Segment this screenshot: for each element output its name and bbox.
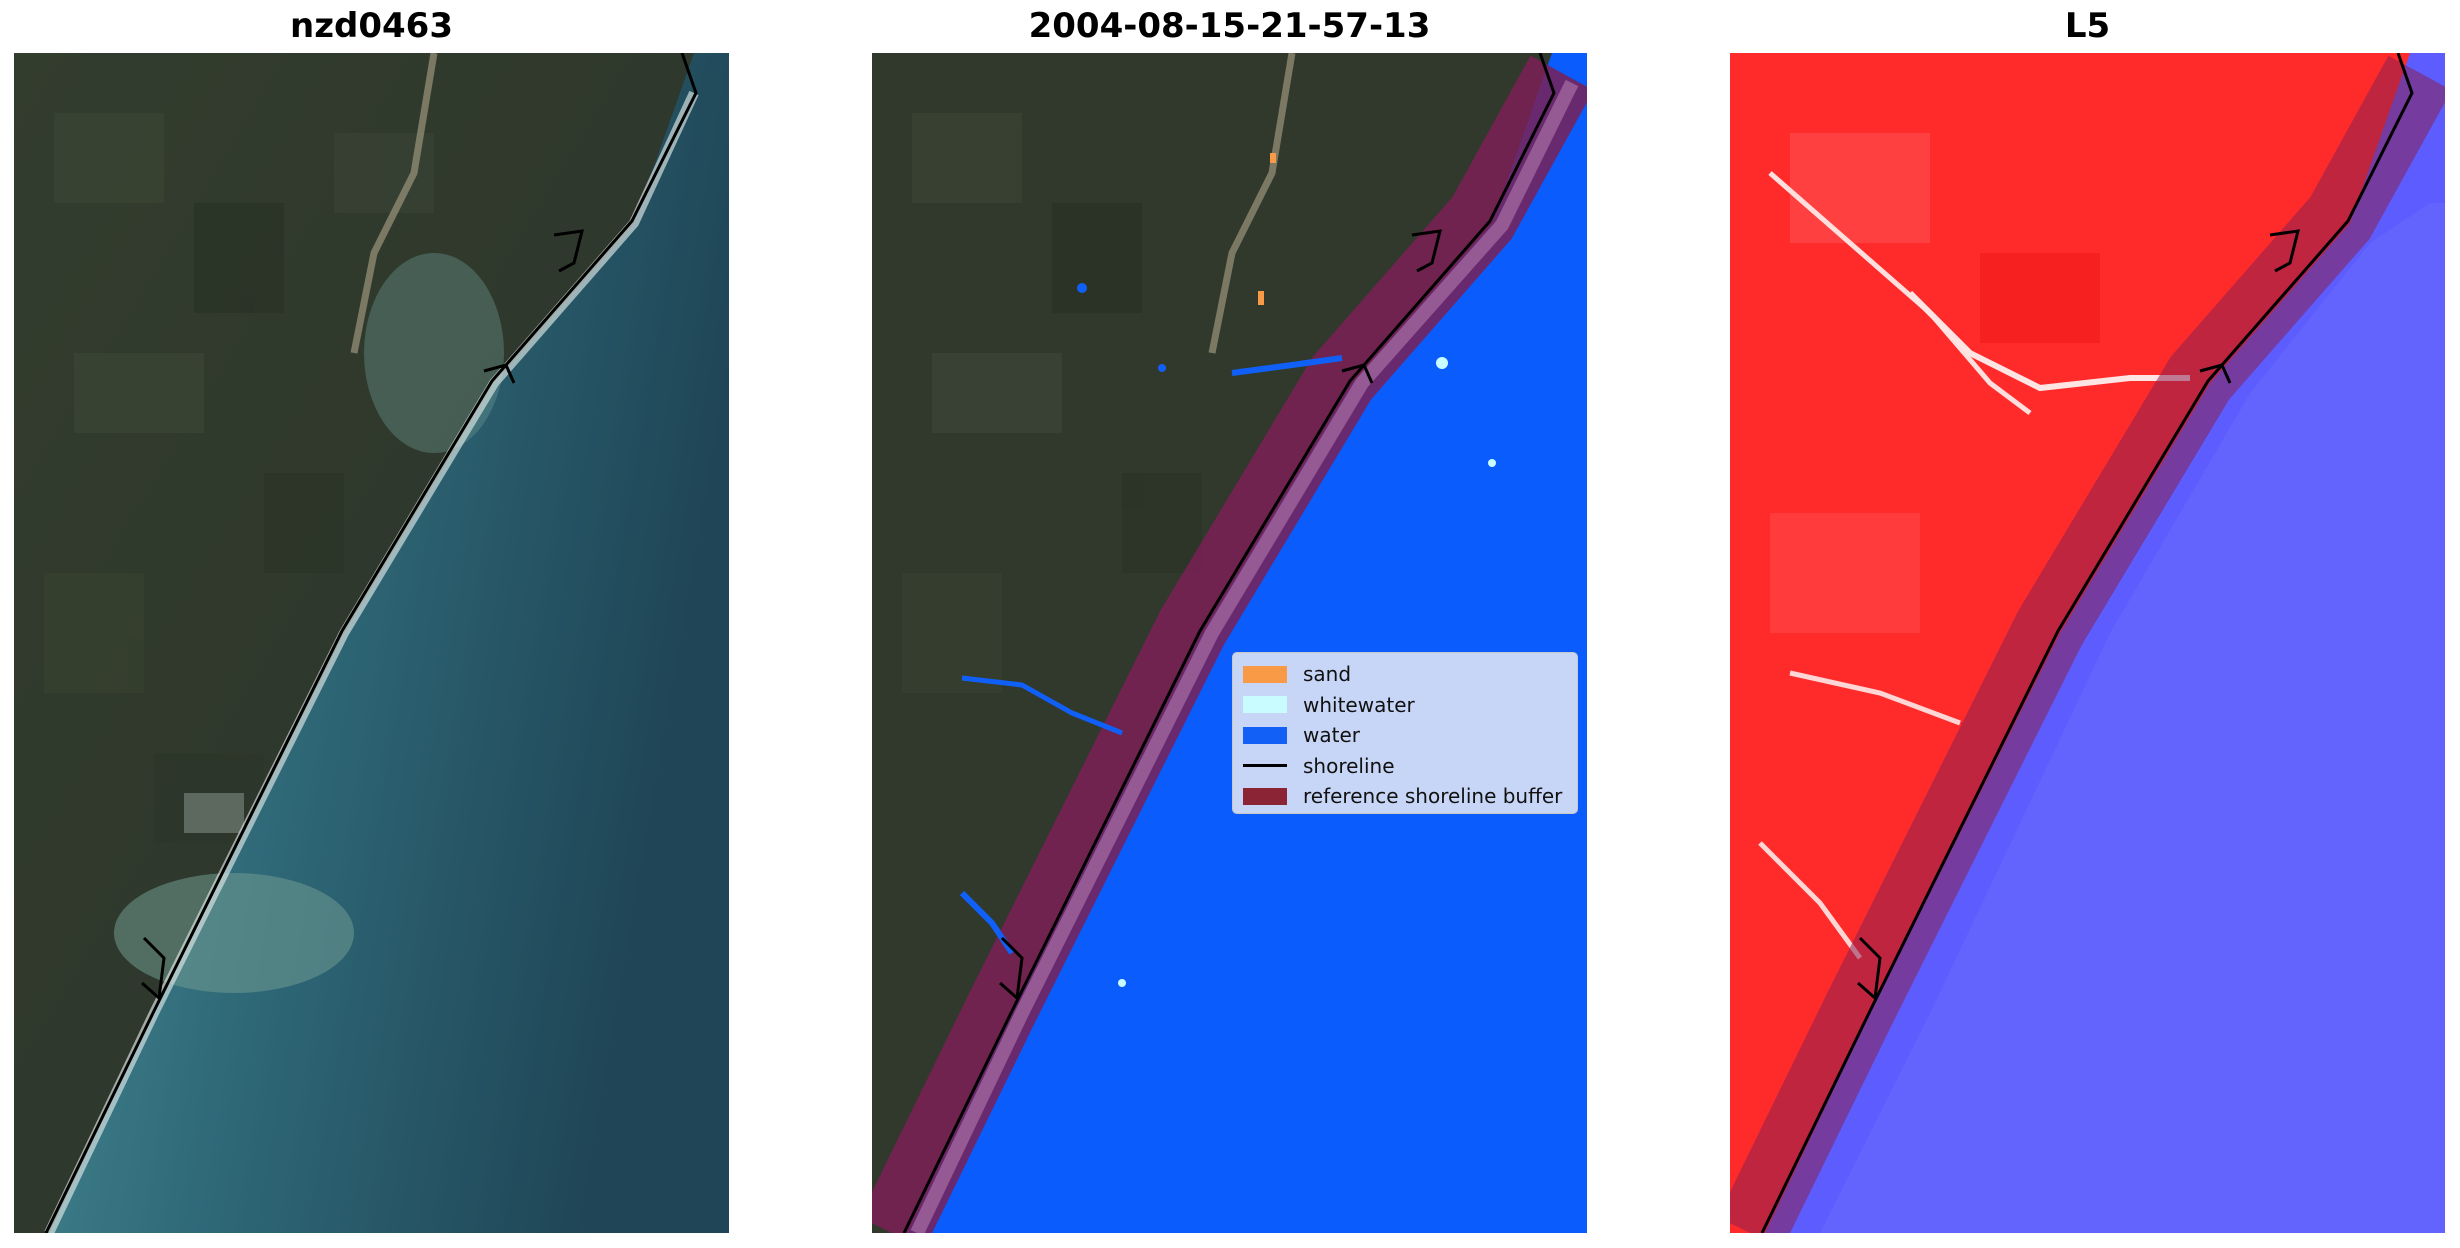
legend-swatch-water (1243, 726, 1287, 744)
legend-label: reference shoreline buffer (1303, 784, 1563, 809)
legend-item-water: water (1233, 720, 1577, 751)
panel-title-classified: 2004-08-15-21-57-13 (1028, 6, 1431, 46)
classified-image (872, 53, 1587, 1233)
legend-line-shoreline (1243, 764, 1287, 768)
legend-label: shoreline (1303, 753, 1395, 778)
legend-label: whitewater (1303, 692, 1415, 717)
legend-item-sand: sand (1233, 659, 1577, 690)
legend-item-buffer: reference shoreline buffer (1233, 781, 1577, 812)
legend-item-whitewater: whitewater (1233, 690, 1577, 721)
legend-label: sand (1303, 662, 1352, 687)
legend-label: water (1303, 723, 1360, 748)
legend-swatch-buffer (1243, 787, 1287, 805)
index-image (1730, 53, 2445, 1233)
rgb-satellite-image (14, 53, 729, 1233)
legend-swatch-sand (1243, 665, 1287, 683)
legend-swatch-whitewater (1243, 696, 1287, 714)
panel-title-rgb: nzd0463 (290, 6, 453, 46)
panel-title-index: L5 (2064, 6, 2111, 46)
legend: sand whitewater water shoreline referenc… (1232, 652, 1578, 814)
legend-item-shoreline: shoreline (1233, 751, 1577, 782)
